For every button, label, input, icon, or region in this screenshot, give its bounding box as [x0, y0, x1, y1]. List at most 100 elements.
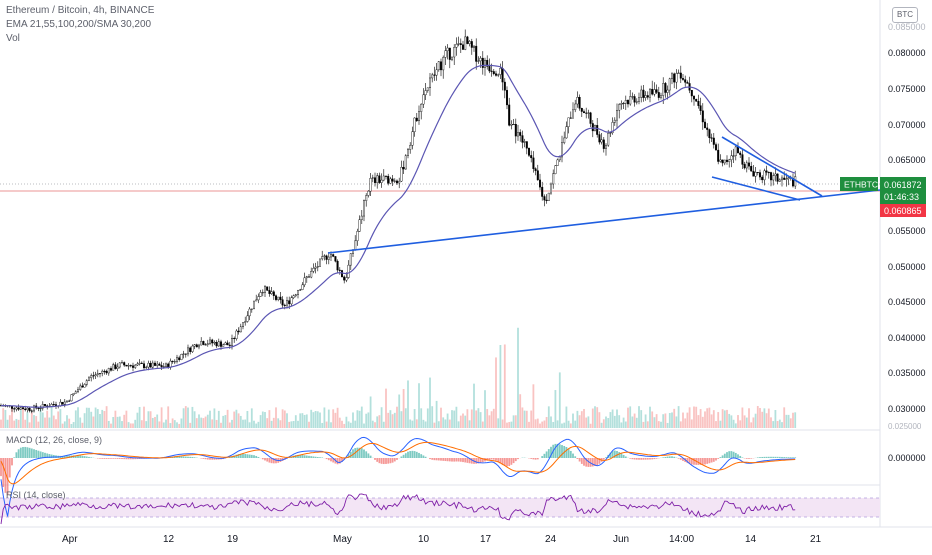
volume-bar — [220, 423, 222, 428]
macd-histogram-bar — [456, 458, 458, 461]
volume-bar — [618, 415, 620, 428]
candle-up — [192, 346, 194, 352]
chart-title: Ethereum / Bitcoin, 4h, BINANCE — [6, 5, 154, 16]
last-price-label: 0.061872 — [884, 180, 922, 190]
candle-up — [720, 160, 722, 162]
macd-histogram-bar — [568, 449, 570, 458]
macd-histogram-bar — [310, 456, 312, 458]
volume-bar — [504, 344, 506, 428]
volume-bar — [306, 414, 308, 428]
volume-bar — [638, 406, 640, 428]
candle-up — [240, 327, 242, 332]
volume-bar — [735, 423, 737, 428]
volume-bar — [786, 415, 788, 428]
volume-bar — [511, 422, 513, 428]
macd-histogram-bar — [440, 458, 442, 461]
macd-histogram-bar — [625, 456, 627, 458]
macd-histogram-bar — [266, 458, 268, 462]
macd-histogram-bar — [493, 458, 495, 460]
volume-bar — [645, 414, 647, 428]
volume-bar — [165, 420, 167, 428]
currency-badge[interactable]: BTC — [892, 7, 918, 23]
volume-bar — [590, 424, 592, 428]
candle-up — [119, 363, 121, 367]
volume-bar — [66, 415, 68, 428]
macd-histogram-bar — [445, 458, 447, 461]
candle-up — [218, 342, 220, 346]
macd-histogram-bar — [313, 456, 315, 458]
macd-histogram-bar — [126, 458, 128, 459]
volume-bar — [62, 424, 64, 428]
volume-bar — [236, 410, 238, 428]
candle-up — [775, 174, 777, 176]
candle-up — [563, 138, 565, 143]
macd-histogram-bar — [130, 458, 132, 459]
volume-bar — [207, 415, 209, 428]
volume-bar — [601, 423, 603, 428]
volume-bar — [286, 413, 288, 428]
candle-down — [682, 78, 684, 79]
time-tick: 21 — [810, 534, 822, 545]
macd-histogram-bar — [706, 458, 708, 464]
macd-histogram-bar — [101, 458, 103, 459]
volume-bar — [515, 415, 517, 428]
macd-histogram-bar — [425, 457, 427, 458]
wedge-upper-line — [722, 137, 822, 196]
candle-down — [737, 147, 739, 153]
volume-bar — [761, 412, 763, 428]
macd-histogram-bar — [623, 455, 625, 458]
candle-down — [742, 155, 744, 165]
macd-histogram-bar — [258, 457, 260, 458]
volume-bar — [42, 412, 44, 428]
candle-up — [456, 44, 458, 47]
volume-bar — [49, 418, 51, 428]
candle-down — [475, 46, 477, 61]
candle-up — [625, 100, 627, 103]
volume-bar — [192, 407, 194, 428]
volume-bar — [291, 421, 293, 428]
candle-up — [458, 44, 460, 45]
candle-down — [739, 153, 741, 155]
volume-bar — [183, 408, 185, 428]
macd-histogram-bar — [249, 455, 251, 458]
candle-down — [502, 68, 504, 82]
macd-histogram-bar — [357, 448, 359, 458]
time-tick: 17 — [480, 534, 492, 545]
macd-histogram-bar — [618, 452, 620, 458]
macd-histogram-bar — [464, 458, 466, 462]
volume-bar — [121, 421, 123, 428]
volume-bar — [321, 423, 323, 428]
macd-histogram-bar — [513, 458, 515, 463]
volume-bar — [152, 418, 154, 428]
candle-up — [731, 156, 733, 160]
candle-down — [326, 256, 328, 260]
candle-up — [262, 292, 264, 293]
candle-up — [577, 97, 579, 104]
candle-up — [165, 364, 167, 367]
macd-histogram-bar — [698, 458, 700, 465]
candle-down — [643, 90, 645, 98]
volume-bar — [596, 407, 598, 428]
volume-bar — [599, 412, 601, 428]
candle-down — [130, 365, 132, 366]
candle-up — [236, 331, 238, 339]
volume-bar — [203, 418, 205, 428]
candle-down — [205, 345, 207, 346]
volume-bar — [299, 413, 301, 428]
macd-histogram-bar — [374, 458, 376, 460]
volume-bar — [581, 411, 583, 428]
candle-down — [335, 256, 337, 261]
macd-histogram-bar — [181, 456, 183, 458]
volume-bar — [282, 409, 284, 428]
volume-bar — [176, 422, 178, 428]
candle-up — [418, 112, 420, 121]
candle-down — [722, 160, 724, 163]
countdown-label: 01:46:33 — [884, 192, 919, 202]
volume-bar — [665, 413, 667, 428]
volume-bar — [480, 412, 482, 428]
volume-bar — [636, 418, 638, 428]
volume-bar — [38, 422, 40, 428]
macd-histogram-bar — [203, 458, 205, 459]
